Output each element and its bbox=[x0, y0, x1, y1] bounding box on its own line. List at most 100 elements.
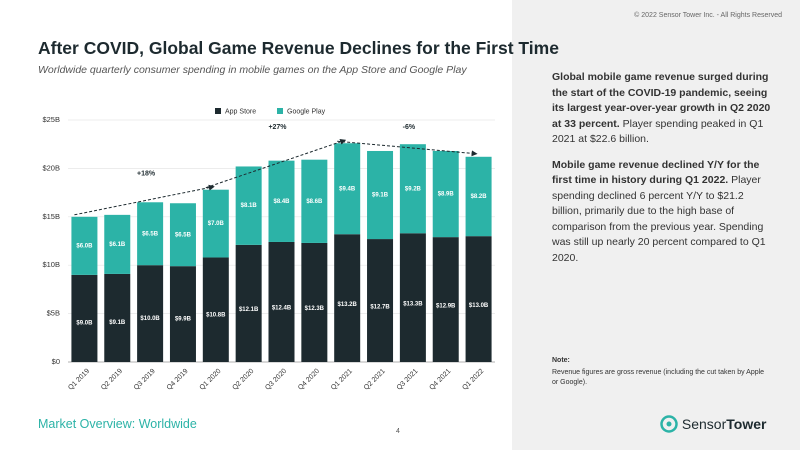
legend-label: Google Play bbox=[287, 108, 326, 115]
annotation: -6% bbox=[403, 124, 416, 131]
bar-segment bbox=[202, 257, 229, 362]
bar-segment bbox=[334, 234, 361, 362]
legend-swatch bbox=[277, 108, 283, 114]
value-label: $7.0B bbox=[208, 221, 225, 227]
summary: Global mobile game revenue surged during… bbox=[552, 70, 774, 276]
x-tick-label: Q2 2020 bbox=[231, 368, 255, 392]
value-label: $9.0B bbox=[76, 320, 93, 326]
x-tick-label: Q2 2019 bbox=[100, 368, 124, 392]
value-label: $9.1B bbox=[372, 193, 389, 199]
bar-segment bbox=[301, 159, 328, 243]
trend-arrow bbox=[74, 184, 215, 216]
section-label: Market Overview: Worldwide bbox=[38, 417, 197, 431]
x-tick-label: Q4 2019 bbox=[166, 368, 190, 392]
value-label: $13.3B bbox=[403, 302, 423, 308]
note: Revenue figures are gross revenue (inclu… bbox=[552, 369, 765, 386]
side-panel bbox=[512, 0, 800, 450]
bar-segment bbox=[235, 166, 262, 245]
bar-segment bbox=[268, 241, 295, 362]
logo-icon bbox=[660, 415, 678, 433]
logo-text: Sensor bbox=[681, 416, 727, 432]
bold-text: Mobile game revenue declined Y/Y for the… bbox=[552, 158, 760, 187]
y-tick-label: $0 bbox=[52, 357, 60, 366]
bar-segment bbox=[235, 244, 262, 362]
paragraph: Global mobile game revenue surged during… bbox=[552, 70, 774, 148]
value-label: $12.1B bbox=[239, 307, 259, 313]
x-tick-label: Q1 2022 bbox=[461, 368, 485, 392]
bar-segment bbox=[268, 160, 295, 242]
x-tick-label: Q1 2020 bbox=[199, 368, 223, 392]
bar-segment bbox=[465, 156, 492, 237]
x-tick-label: Q4 2021 bbox=[429, 368, 453, 392]
value-label: $6.1B bbox=[109, 242, 126, 248]
bar-segment bbox=[432, 150, 459, 238]
y-tick-label: $15B bbox=[42, 212, 60, 221]
value-label: $12.7B bbox=[370, 304, 390, 310]
text: Player spending declined 6 percent Y/Y t… bbox=[552, 174, 766, 264]
x-tick-label: Q1 2019 bbox=[67, 368, 91, 392]
value-label: $9.4B bbox=[339, 186, 356, 192]
bar-segment bbox=[399, 233, 426, 362]
value-label: $10.0B bbox=[140, 316, 160, 322]
value-label: $12.9B bbox=[436, 303, 456, 309]
bar-segment bbox=[301, 242, 328, 362]
bar-segment bbox=[367, 150, 394, 240]
bar-segment bbox=[71, 216, 98, 275]
bar-segment bbox=[71, 274, 98, 362]
x-tick-label: Q4 2020 bbox=[297, 368, 321, 392]
text: Player spending peaked in Q1 2021 at $22… bbox=[552, 117, 764, 146]
copyright: © 2022 Sensor Tower Inc. - All Rights Re… bbox=[634, 12, 782, 19]
y-tick-label: $5B bbox=[47, 309, 60, 318]
value-label: $9.9B bbox=[175, 316, 192, 322]
trend-arrow bbox=[205, 139, 347, 189]
x-tick-label: Q1 2021 bbox=[330, 368, 354, 392]
logo-text: Tower bbox=[726, 416, 767, 432]
value-label: $12.3B bbox=[305, 306, 325, 312]
x-tick-label: Q3 2019 bbox=[133, 368, 157, 392]
bar-segment bbox=[334, 143, 361, 235]
annotation: +27% bbox=[268, 124, 287, 131]
bar-segment bbox=[399, 144, 426, 234]
bar-segment bbox=[104, 214, 131, 274]
y-tick-label: $25B bbox=[42, 115, 60, 124]
annotation: +18% bbox=[137, 171, 156, 178]
legend-label: App Store bbox=[225, 108, 256, 115]
value-label: $10.8B bbox=[206, 313, 226, 319]
paragraph: Mobile game revenue declined Y/Y for the… bbox=[552, 158, 774, 267]
bold-text: Global mobile game revenue surged during… bbox=[552, 71, 771, 130]
value-label: $6.5B bbox=[142, 231, 159, 237]
bar-segment bbox=[169, 266, 196, 362]
value-label: $8.1B bbox=[241, 203, 258, 209]
value-label: $13.2B bbox=[338, 302, 358, 308]
bar-segment bbox=[137, 202, 164, 266]
logo: SensorTower bbox=[660, 415, 766, 433]
value-label: $8.4B bbox=[273, 199, 290, 205]
y-tick-label: $10B bbox=[42, 260, 60, 269]
value-label: $8.6B bbox=[306, 199, 323, 205]
bar-segment bbox=[432, 237, 459, 362]
x-tick-label: Q3 2021 bbox=[396, 368, 420, 392]
bar-segment bbox=[104, 273, 131, 362]
bar-segment bbox=[202, 189, 229, 258]
subtitle: Worldwide quarterly consumer spending in… bbox=[38, 64, 467, 76]
value-label: $12.4B bbox=[272, 306, 292, 312]
x-tick-label: Q3 2020 bbox=[264, 368, 288, 392]
bar-segment bbox=[367, 239, 394, 362]
x-tick-label: Q2 2021 bbox=[363, 368, 387, 392]
value-label: $9.2B bbox=[405, 186, 422, 192]
note-label: Note: bbox=[552, 357, 570, 364]
legend-swatch bbox=[215, 108, 221, 114]
y-tick-label: $20B bbox=[42, 163, 60, 172]
trend-arrow bbox=[337, 140, 478, 157]
bar-segment bbox=[465, 236, 492, 362]
bar-segment bbox=[137, 265, 164, 362]
value-label: $9.1B bbox=[109, 320, 126, 326]
value-label: $6.0B bbox=[76, 243, 93, 249]
bar-segment bbox=[169, 203, 196, 267]
value-label: $8.2B bbox=[471, 194, 488, 200]
page-number: 4 bbox=[396, 428, 400, 435]
value-label: $8.9B bbox=[438, 192, 455, 198]
value-label: $6.5B bbox=[175, 232, 192, 238]
